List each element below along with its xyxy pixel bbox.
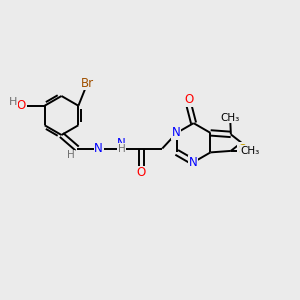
Text: O: O	[137, 166, 146, 179]
Text: Br: Br	[81, 77, 94, 90]
Text: N: N	[94, 142, 103, 155]
Text: N: N	[189, 156, 198, 169]
Text: N: N	[172, 126, 181, 139]
Text: S: S	[238, 143, 245, 156]
Text: O: O	[184, 93, 194, 106]
Text: O: O	[16, 99, 25, 112]
Text: H: H	[9, 97, 17, 107]
Text: CH₃: CH₃	[220, 113, 240, 123]
Text: H: H	[118, 143, 125, 154]
Text: H: H	[67, 150, 75, 160]
Text: N: N	[117, 137, 126, 150]
Text: CH₃: CH₃	[241, 146, 260, 156]
